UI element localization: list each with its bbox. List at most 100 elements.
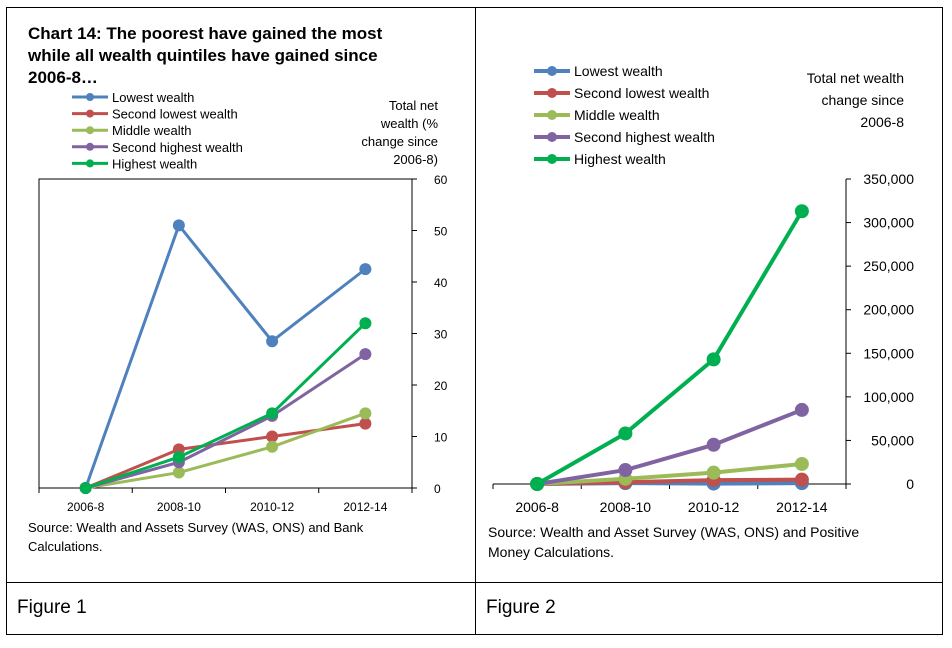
data-point xyxy=(172,219,185,232)
legend-label: Second highest wealth xyxy=(112,140,243,155)
data-point xyxy=(618,463,633,478)
table-divider-horizontal xyxy=(6,582,943,583)
y-tick-label: 0 xyxy=(434,482,441,496)
data-point xyxy=(359,348,372,361)
legend-marker xyxy=(547,154,557,164)
figure-2-caption: Figure 2 xyxy=(486,597,556,618)
y-tick-label: 200,000 xyxy=(863,302,914,318)
x-tick-label: 2012-14 xyxy=(776,499,828,515)
series-line-1 xyxy=(84,223,367,489)
figure-2-chart: Total net wealth change since 2006-8 Low… xyxy=(488,63,914,560)
data-point xyxy=(79,482,92,494)
legend-label: Lowest wealth xyxy=(574,63,663,79)
x-tick-label: 2010-12 xyxy=(250,500,294,514)
legend-marker xyxy=(547,132,557,142)
data-point xyxy=(530,477,545,491)
axis-note: Total net wealth change since 2006-8 xyxy=(807,70,905,130)
source-note-line: Calculations. xyxy=(28,539,102,554)
axis-note-line: Total net xyxy=(389,98,439,113)
x-tick-label: 2008-10 xyxy=(157,500,201,514)
y-tick-label: 60 xyxy=(434,173,448,187)
data-point xyxy=(359,317,372,330)
y-tick-label: 50 xyxy=(434,225,448,239)
chart-legend: Lowest wealth Second lowest wealth Middle … xyxy=(534,63,715,167)
legend-label: Second lowest wealth xyxy=(112,107,238,122)
y-tick-label: 40 xyxy=(434,276,448,290)
legend-label: Highest wealth xyxy=(574,151,666,167)
x-tick-label: 2006-8 xyxy=(515,499,559,515)
data-point xyxy=(359,417,372,430)
series-line-4 xyxy=(85,352,367,490)
data-point xyxy=(794,456,809,471)
axis-note-line: change since xyxy=(821,92,904,108)
data-point xyxy=(172,466,185,479)
chart-title-line: 2006-8… xyxy=(28,68,98,87)
y-tick-label: 300,000 xyxy=(863,215,914,231)
axis-note-line: change since xyxy=(361,134,438,149)
series-line-5 xyxy=(536,210,804,486)
figure-table xyxy=(6,7,943,635)
data-point xyxy=(359,263,372,276)
data-point xyxy=(266,335,279,348)
data-point xyxy=(172,451,185,464)
legend-marker xyxy=(86,109,94,118)
legend-marker xyxy=(547,110,557,120)
series-line-5 xyxy=(85,322,367,490)
legend-marker xyxy=(86,159,94,168)
plot-area: 2006-8 2008-10 2010-12 2012-14 0 10 20 30 40 50 60 xyxy=(38,173,448,514)
legend-label: Second highest wealth xyxy=(574,129,715,145)
x-tick-label: 2010-12 xyxy=(688,499,740,515)
plot-area: 2006-8 2008-10 2010-12 2012-14 0 50,000 100,00… xyxy=(492,171,914,515)
y-tick-label: 0 xyxy=(906,476,914,492)
data-point xyxy=(266,430,279,443)
y-tick-label: 250,000 xyxy=(863,258,914,274)
series-line-3 xyxy=(85,411,366,490)
table-divider-vertical xyxy=(475,7,476,635)
y-tick-label: 20 xyxy=(434,379,448,393)
x-tick-label: 2006-8 xyxy=(67,500,105,514)
source-note-line: Source: Wealth and Assets Survey (WAS, O… xyxy=(28,520,364,535)
y-tick-label: 10 xyxy=(434,431,448,445)
source-note: Source: Wealth and Asset Survey (WAS, ON… xyxy=(488,524,859,560)
data-point xyxy=(794,402,809,417)
axis-note: Total net wealth (% change since 2006-8) xyxy=(361,98,438,167)
source-note-line: Source: Wealth and Asset Survey (WAS, ON… xyxy=(488,524,859,540)
series-line-2 xyxy=(85,422,366,490)
x-tick-label: 2012-14 xyxy=(343,500,387,514)
data-point xyxy=(618,426,633,441)
legend-label: Middle wealth xyxy=(112,123,192,138)
axis-note-line: wealth (% xyxy=(380,116,439,131)
y-tick-label: 150,000 xyxy=(863,345,914,361)
data-point xyxy=(794,204,809,219)
axis-note-line: 2006-8) xyxy=(393,152,438,167)
legend-marker xyxy=(86,126,94,135)
axis-note-line: 2006-8 xyxy=(860,114,904,130)
y-tick-label: 50,000 xyxy=(871,432,914,448)
legend-label: Second lowest wealth xyxy=(574,85,709,101)
data-point xyxy=(266,407,279,420)
chart-title-line: while all wealth quintiles have gained s… xyxy=(27,46,378,65)
series-line-3 xyxy=(537,461,803,486)
chart-title: Chart 14: The poorest have gained the mo… xyxy=(27,24,383,87)
data-point xyxy=(706,352,721,367)
legend-label: Lowest wealth xyxy=(112,90,194,105)
figure-1-caption: Figure 1 xyxy=(17,597,87,618)
legend-label: Highest wealth xyxy=(112,156,197,171)
legend-marker xyxy=(86,93,94,101)
x-tick-label: 2008-10 xyxy=(600,499,652,515)
legend-label: Middle wealth xyxy=(574,107,660,123)
legend-marker xyxy=(547,66,557,76)
y-tick-label: 30 xyxy=(434,328,448,342)
data-point xyxy=(266,440,279,453)
data-point xyxy=(706,437,721,452)
source-note-line: Money Calculations. xyxy=(488,544,614,560)
axis-note-line: Total net wealth xyxy=(807,70,904,86)
y-tick-label: 100,000 xyxy=(863,389,914,405)
series-line-4 xyxy=(536,408,803,486)
chart-title-line: Chart 14: The poorest have gained the mo… xyxy=(28,24,383,43)
figure-1-chart: Chart 14: The poorest have gained the mo… xyxy=(27,24,448,554)
y-tick-label: 350,000 xyxy=(863,171,914,187)
chart-legend: Lowest wealth Second lowest wealthMiddle … xyxy=(72,90,243,171)
data-point xyxy=(359,407,372,420)
legend-marker xyxy=(547,88,557,98)
